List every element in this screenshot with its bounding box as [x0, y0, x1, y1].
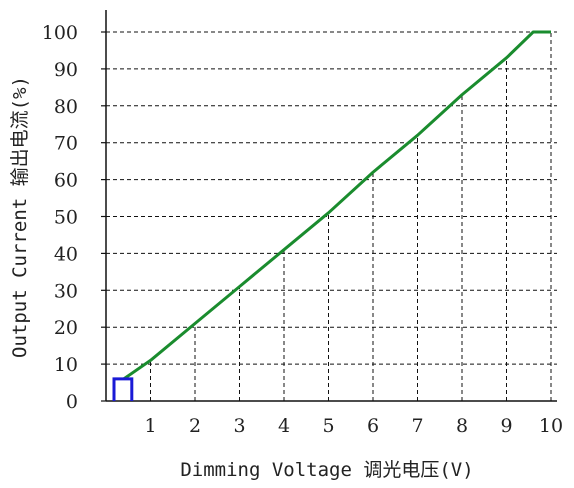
y-tick-label: 90 [54, 59, 78, 81]
x-tick-label: 6 [367, 415, 379, 437]
y-tick-label: 70 [54, 133, 78, 155]
y-tick-label: 40 [54, 243, 78, 265]
x-tick-label: 2 [189, 415, 201, 437]
grid-lines [106, 32, 557, 401]
x-tick-label: 5 [322, 415, 334, 437]
y-tick-label: 20 [54, 317, 78, 339]
x-tick-label: 8 [456, 415, 468, 437]
x-axis-title: Dimming Voltage 调光电压(V) [180, 459, 473, 481]
tick-labels: 0 10 20 30 40 50 60 70 80 90 100 1 2 3 4 5 6 7 8 9 10 [42, 22, 563, 437]
y-tick-label: 10 [54, 354, 78, 376]
x-tick-label: 10 [539, 415, 563, 437]
x-tick-label: 7 [411, 415, 423, 437]
min-level-marker [114, 379, 132, 401]
x-tick-label: 4 [278, 415, 290, 437]
x-tick-label: 9 [500, 415, 512, 437]
y-tick-label: 0 [66, 391, 78, 413]
y-tick-label: 50 [54, 207, 78, 229]
x-tick-label: 1 [144, 415, 156, 437]
y-tick-label: 30 [54, 280, 78, 302]
y-axis-title: Output Current 输出电流(%) [9, 76, 31, 358]
x-tick-label: 3 [233, 415, 245, 437]
y-tick-label: 80 [54, 96, 78, 118]
y-tick-label: 60 [54, 170, 78, 192]
y-tick-label: 100 [42, 22, 78, 44]
